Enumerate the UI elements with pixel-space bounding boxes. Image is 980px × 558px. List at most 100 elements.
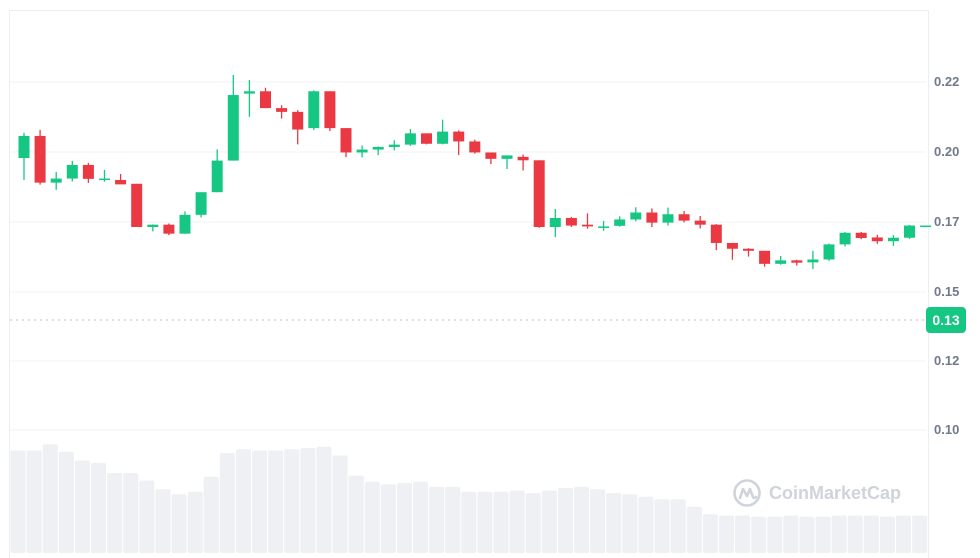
candle-down[interactable] bbox=[565, 216, 577, 227]
candle-up[interactable] bbox=[839, 231, 851, 247]
candle-down[interactable] bbox=[694, 215, 706, 229]
volume-bar bbox=[171, 494, 187, 553]
volume-bar bbox=[831, 515, 847, 553]
candle-up[interactable] bbox=[630, 207, 642, 222]
candle-up[interactable] bbox=[388, 140, 400, 151]
candle-up[interactable] bbox=[807, 250, 819, 270]
candle-down[interactable] bbox=[791, 259, 803, 266]
volume-bar bbox=[413, 481, 429, 553]
volume-bar bbox=[509, 490, 525, 553]
candle-up[interactable] bbox=[179, 211, 191, 234]
volume-bar bbox=[735, 515, 751, 553]
volume-bar bbox=[574, 486, 590, 553]
candle-down[interactable] bbox=[82, 162, 94, 183]
volume-bar bbox=[364, 481, 380, 553]
candle-up[interactable] bbox=[356, 145, 368, 158]
y-tick-label: 0.10 bbox=[934, 422, 960, 437]
candle-up[interactable] bbox=[195, 192, 207, 218]
candle-up[interactable] bbox=[404, 128, 416, 146]
volume-bar bbox=[107, 473, 123, 553]
volume-bar bbox=[187, 491, 203, 553]
current-price-badge: 0.13 bbox=[926, 307, 966, 333]
volume-bar bbox=[783, 515, 799, 553]
candle-down[interactable] bbox=[131, 183, 143, 227]
candle-down[interactable] bbox=[163, 223, 175, 236]
candle-down[interactable] bbox=[646, 208, 658, 227]
watermark-text: CoinMarketCap bbox=[769, 482, 902, 503]
volume-bar bbox=[203, 476, 219, 553]
coinmarketcap-logo-icon bbox=[733, 479, 761, 507]
candle-up[interactable] bbox=[243, 79, 255, 117]
volume-bar bbox=[155, 489, 171, 553]
volume-bar bbox=[139, 480, 155, 553]
candles bbox=[18, 75, 932, 270]
volume-bar bbox=[219, 453, 235, 553]
volume-bar bbox=[396, 483, 412, 553]
volume-bar bbox=[91, 463, 107, 553]
y-tick-label: 0.15 bbox=[934, 284, 960, 299]
candle-up[interactable] bbox=[775, 256, 787, 265]
candle-down[interactable] bbox=[34, 129, 46, 185]
volume-bar bbox=[606, 493, 622, 553]
volume-bar bbox=[26, 450, 42, 553]
candle-up[interactable] bbox=[904, 224, 915, 239]
candle-down[interactable] bbox=[678, 211, 690, 223]
candle-up[interactable] bbox=[549, 209, 561, 238]
candle-up[interactable] bbox=[211, 149, 223, 193]
candle-down[interactable] bbox=[710, 224, 722, 251]
candle-down[interactable] bbox=[340, 128, 352, 158]
candle-down[interactable] bbox=[726, 242, 738, 260]
candle-down[interactable] bbox=[533, 160, 545, 228]
candle-down[interactable] bbox=[453, 130, 465, 156]
candle-up[interactable] bbox=[920, 225, 932, 228]
volume-bar bbox=[863, 515, 879, 553]
candle-down[interactable] bbox=[469, 139, 481, 154]
candle-down[interactable] bbox=[324, 91, 336, 132]
volume-bar bbox=[252, 450, 268, 553]
candle-up[interactable] bbox=[372, 146, 384, 156]
candle-up[interactable] bbox=[50, 171, 62, 190]
candle-up[interactable] bbox=[308, 90, 320, 131]
candle-down[interactable] bbox=[759, 250, 771, 267]
candle-up[interactable] bbox=[66, 160, 78, 182]
volume-bar bbox=[268, 450, 284, 553]
candle-down[interactable] bbox=[743, 248, 754, 257]
volume-bar bbox=[541, 490, 557, 553]
candle-up[interactable] bbox=[227, 75, 239, 161]
candle-down[interactable] bbox=[871, 234, 883, 244]
volume-bar bbox=[622, 494, 638, 553]
candle-up[interactable] bbox=[662, 207, 674, 226]
candle-down[interactable] bbox=[260, 87, 271, 109]
candle-up[interactable] bbox=[823, 243, 835, 261]
candle-down[interactable] bbox=[517, 154, 529, 171]
volume-bar bbox=[799, 516, 815, 553]
volume-bar bbox=[332, 455, 348, 553]
y-tick-label: 0.20 bbox=[934, 144, 960, 159]
candle-down[interactable] bbox=[855, 231, 867, 240]
candle-down[interactable] bbox=[292, 110, 304, 145]
candle-up[interactable] bbox=[437, 119, 449, 145]
candle-down[interactable] bbox=[115, 173, 127, 185]
candle-up[interactable] bbox=[501, 155, 513, 169]
candle-up[interactable] bbox=[99, 169, 110, 182]
grid-lines bbox=[10, 81, 926, 431]
candle-down[interactable] bbox=[485, 152, 497, 165]
volume-bar bbox=[638, 496, 654, 553]
volume-bar bbox=[847, 515, 863, 553]
volume-bar bbox=[380, 484, 396, 553]
candle-up[interactable] bbox=[887, 235, 899, 246]
candle-down[interactable] bbox=[582, 213, 593, 229]
volume-bar bbox=[879, 516, 895, 553]
volume-bars bbox=[10, 444, 928, 553]
volume-bar bbox=[718, 515, 734, 553]
candle-up[interactable] bbox=[147, 224, 159, 232]
volume-bar bbox=[525, 493, 541, 553]
volume-bar bbox=[751, 516, 767, 553]
candle-up[interactable] bbox=[614, 216, 626, 227]
candle-up[interactable] bbox=[598, 220, 610, 231]
candle-down[interactable] bbox=[421, 133, 432, 145]
volume-bar bbox=[445, 486, 461, 553]
candle-up[interactable] bbox=[18, 132, 30, 181]
candle-down[interactable] bbox=[276, 105, 288, 119]
